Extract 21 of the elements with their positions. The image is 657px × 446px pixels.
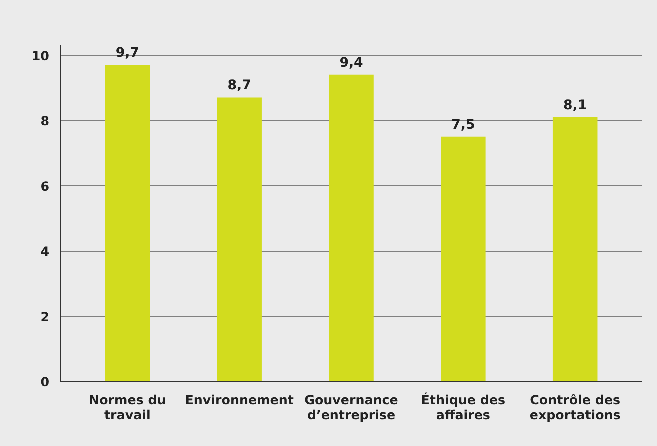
- y-tick-label: 6: [40, 178, 50, 194]
- data-label: 8,7: [228, 78, 252, 94]
- bar: [329, 74, 374, 382]
- bar: [105, 65, 150, 382]
- x-tick-label: Normes du travail: [89, 392, 166, 422]
- y-tick-label: 10: [32, 48, 50, 64]
- bar: [552, 117, 598, 382]
- data-label: 7,5: [452, 118, 476, 133]
- x-tick-label: Contrôle des exportations: [530, 392, 621, 422]
- bar: [441, 136, 486, 382]
- x-tick-label: Environnement: [185, 392, 294, 408]
- data-label: 9,4: [340, 56, 364, 71]
- bar: [217, 98, 262, 382]
- y-tick-label: 2: [40, 309, 50, 324]
- data-label: 9,7: [116, 46, 140, 62]
- data-label: 8,1: [564, 98, 588, 114]
- y-tick-label: 4: [40, 244, 50, 260]
- y-tick-label: 8: [40, 114, 50, 129]
- x-tick-label: Gouvernance d’entreprise: [304, 392, 398, 422]
- y-tick-label: 0: [40, 374, 50, 390]
- x-tick-label: Éthique des affaires: [421, 392, 506, 422]
